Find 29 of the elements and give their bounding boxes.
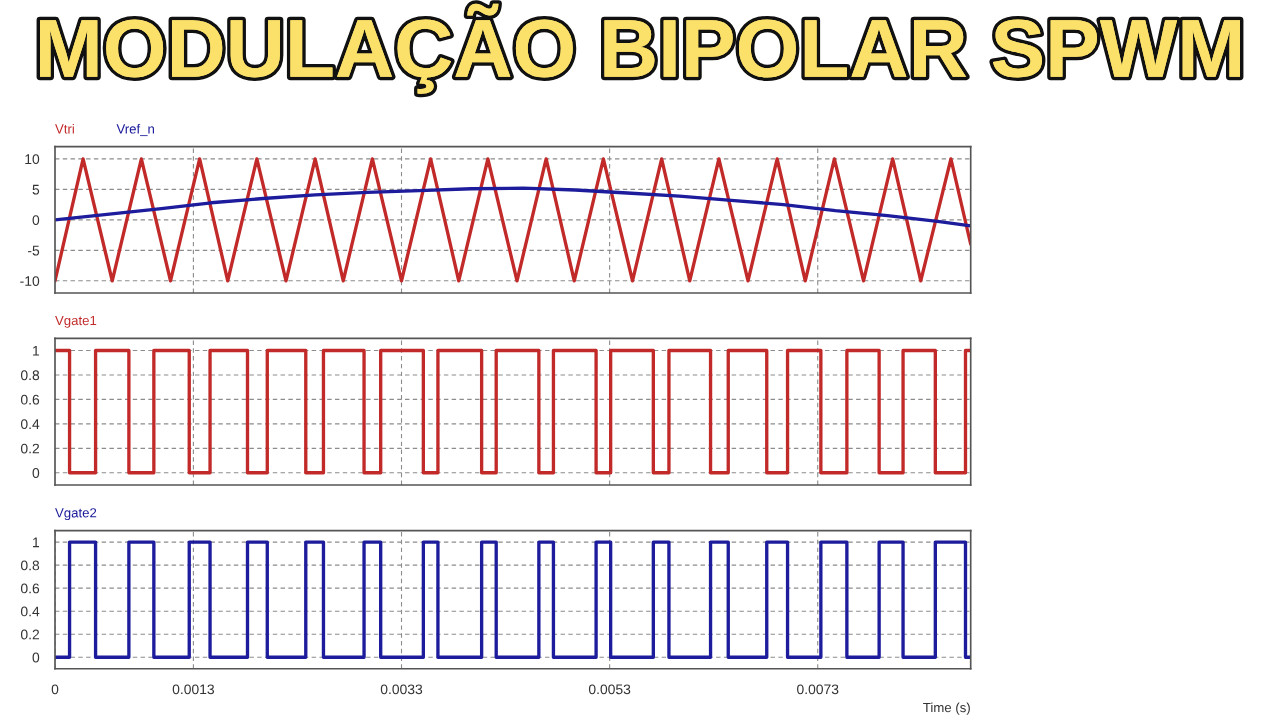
y-tick-label: 5: [32, 184, 40, 195]
text: Vref_n: [116, 123, 154, 137]
y-tick-label: -5: [27, 245, 40, 256]
y-tick-label: 0.6: [20, 583, 40, 594]
y-tick-label: 1: [33, 346, 40, 356]
y-tick-label: 0.2: [20, 629, 40, 640]
y-tick-label: 0.6: [20, 394, 40, 405]
x-axis-title: Time (s): [923, 702, 970, 715]
x-tick-label: 0.0053: [588, 684, 631, 695]
y-tick-label: 0: [32, 215, 40, 226]
y-tick-label: 0.2: [20, 443, 40, 454]
y-tick-label: 0.4: [20, 419, 40, 430]
x-tick-label: 0: [51, 684, 59, 695]
y-tick-label: 0: [32, 652, 40, 663]
y-tick-label: 10: [25, 154, 40, 165]
chart-title: MODULAÇÃO BIPOLAR SPWM: [40, 3, 1240, 94]
y-tick-label: 0.8: [20, 370, 40, 381]
series-label: Vgate1: [55, 315, 97, 328]
line-series: [55, 186, 971, 228]
y-tick-label: 0.4: [20, 606, 40, 617]
text: Vtri: [55, 123, 74, 134]
x-tick-label: 0.0073: [797, 684, 839, 695]
y-tick-label: -10: [20, 276, 40, 286]
x-tick-label: 0.0033: [380, 684, 423, 695]
y-tick-label: 1: [33, 537, 40, 548]
series-label: Vgate2: [55, 508, 97, 521]
x-tick-label: 0.0013: [172, 684, 215, 695]
y-tick-label: 0: [32, 468, 40, 478]
y-tick-label: 0.8: [20, 560, 40, 571]
